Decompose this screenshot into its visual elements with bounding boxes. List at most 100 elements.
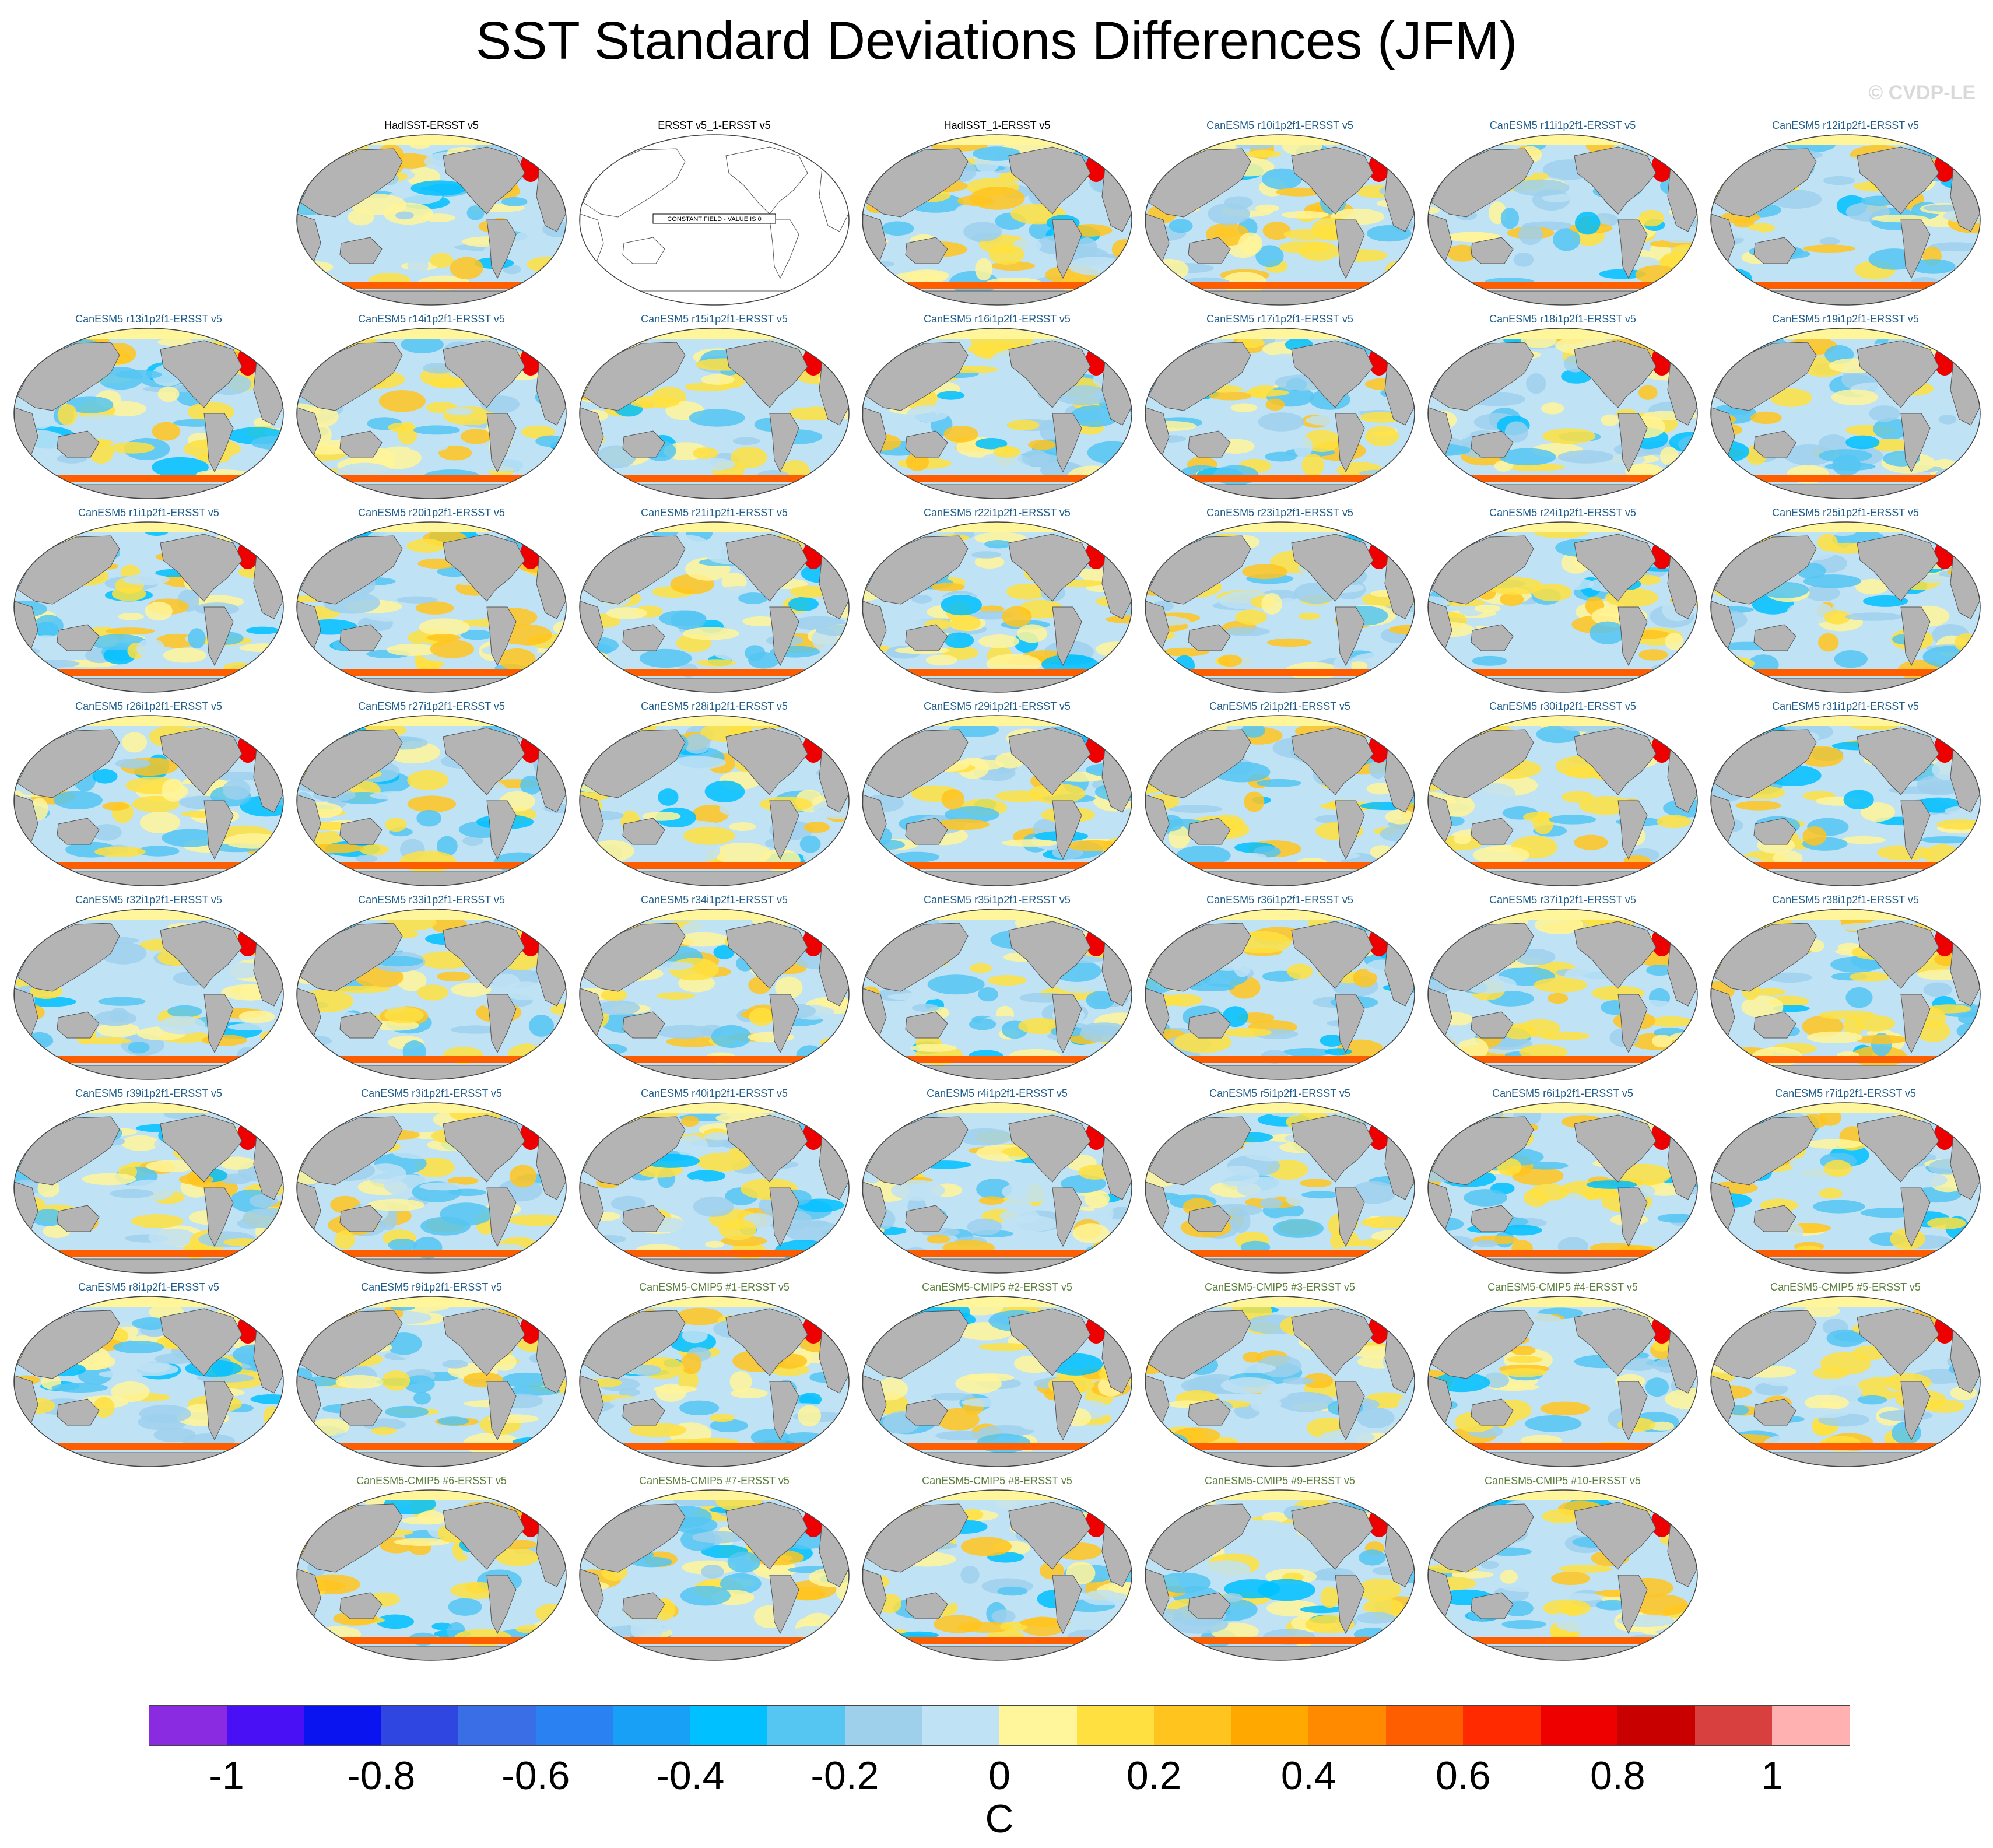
continent — [317, 484, 546, 499]
anomaly-blob — [430, 253, 454, 268]
anomaly-blob — [403, 1375, 435, 1393]
anomaly-blob — [927, 974, 985, 995]
anomaly-blob — [1518, 224, 1543, 246]
anomaly-blob — [268, 465, 283, 486]
panel-title: CanESM5 r37i1p2f1-ERSST v5 — [1489, 894, 1636, 906]
anomaly-blob — [1105, 735, 1131, 749]
anomaly-blob — [401, 1516, 450, 1525]
map-outline — [1145, 909, 1415, 1080]
anomaly-blob — [656, 992, 696, 1000]
anomaly-blob — [603, 1604, 627, 1627]
map-outline — [862, 909, 1132, 1080]
colorbar-swatch — [999, 1706, 1077, 1745]
anomaly-blob — [935, 819, 990, 830]
colorbar-swatch — [767, 1706, 845, 1745]
anomaly-blob — [1227, 1363, 1276, 1374]
continent — [1188, 624, 1231, 651]
anomaly-blob — [610, 1195, 646, 1211]
anomaly-blob — [927, 1235, 950, 1244]
map-panel: CanESM5 r4i1p2f1-ERSST v5 — [860, 1088, 1134, 1278]
anomaly-blob — [1926, 915, 1973, 927]
anomaly-blob — [732, 437, 760, 445]
anomaly-blob — [1072, 1223, 1110, 1243]
continent — [1052, 800, 1082, 860]
anomaly-blob — [525, 533, 566, 542]
anomaly-blob — [683, 826, 735, 845]
continent — [1165, 1258, 1395, 1273]
anomaly-blob — [334, 1230, 355, 1250]
anomaly-blob — [862, 661, 901, 678]
anomaly-blob — [1560, 1370, 1610, 1391]
anomaly-blob — [1511, 1345, 1536, 1356]
southern-ocean-band — [1145, 862, 1415, 869]
anomaly-blob — [687, 1170, 726, 1182]
anomaly-blob — [1671, 1305, 1693, 1314]
anomaly-blob — [676, 1135, 708, 1158]
anomaly-blob — [1863, 595, 1908, 607]
anomaly-blob — [689, 409, 745, 427]
continent — [905, 1205, 948, 1232]
anomaly-blob — [941, 789, 965, 810]
continent — [599, 1452, 829, 1467]
continent — [1291, 1502, 1374, 1570]
continent — [1291, 534, 1374, 602]
anomaly-blob — [1550, 401, 1606, 419]
anomaly-blob — [963, 222, 1002, 242]
anomaly-blob — [92, 769, 118, 784]
colorbar-swatch — [381, 1706, 459, 1745]
anomaly-blob — [803, 822, 830, 833]
continent — [486, 1381, 517, 1441]
anomaly-blob — [1711, 149, 1731, 160]
panel-title: ERSST v5_1-ERSST v5 — [658, 120, 771, 131]
continent — [1188, 430, 1231, 458]
anomaly-blob — [98, 1370, 143, 1379]
anomaly-blob — [946, 992, 972, 1009]
continent — [725, 1114, 808, 1183]
anomaly-blob — [371, 1426, 397, 1435]
anomaly-blob — [1086, 991, 1115, 1010]
map-panel: CanESM5-CMIP5 #10-ERSST v5 — [1426, 1475, 1700, 1665]
anomaly-blob — [1385, 809, 1415, 825]
anomaly-blob — [145, 601, 173, 621]
anomaly-blob — [1075, 135, 1123, 155]
anomaly-blob — [1750, 411, 1782, 425]
anomaly-blob — [1650, 1421, 1675, 1431]
anomaly-blob — [795, 384, 819, 408]
continent — [1291, 340, 1374, 408]
southern-ocean-band — [862, 1443, 1132, 1450]
continent — [317, 678, 546, 692]
anomaly-blob — [1018, 1414, 1057, 1431]
anomaly-blob — [1174, 655, 1195, 676]
anomaly-blob — [862, 464, 875, 472]
anomaly-blob — [1802, 826, 1827, 846]
anomaly-blob — [1028, 440, 1056, 450]
anomaly-blob — [539, 738, 566, 752]
anomaly-blob — [1911, 259, 1956, 274]
anomaly-blob — [1790, 1384, 1815, 1395]
anomaly-blob — [466, 205, 485, 220]
map-panel: CanESM5 r15i1p2f1-ERSST v5 — [577, 313, 851, 503]
anomaly-blob — [1920, 836, 1974, 844]
map-outline — [296, 715, 567, 886]
anomaly-blob — [1526, 373, 1546, 394]
anomaly-blob — [720, 1573, 762, 1594]
panel-title: CanESM5 r3i1p2f1-ERSST v5 — [361, 1088, 502, 1099]
anomaly-blob — [1711, 666, 1724, 674]
anomaly-blob — [1448, 232, 1497, 243]
anomaly-blob — [51, 1383, 108, 1393]
anomaly-blob — [931, 583, 965, 591]
colorbar-tick-label: 0.2 — [1126, 1754, 1182, 1798]
anomaly-blob — [1242, 564, 1288, 580]
anomaly-blob — [987, 974, 1027, 986]
anomaly-blob — [943, 425, 978, 443]
anomaly-blob — [907, 405, 949, 422]
map-outline — [579, 1102, 850, 1274]
southern-ocean-band — [1145, 282, 1415, 289]
sst-map — [13, 1296, 284, 1467]
anomaly-blob — [1378, 1497, 1415, 1514]
anomaly-blob — [139, 1404, 191, 1423]
anomaly-blob — [98, 997, 146, 1006]
anomaly-blob — [890, 1180, 945, 1201]
southern-ocean-band — [580, 475, 849, 482]
map-outline — [862, 328, 1132, 499]
